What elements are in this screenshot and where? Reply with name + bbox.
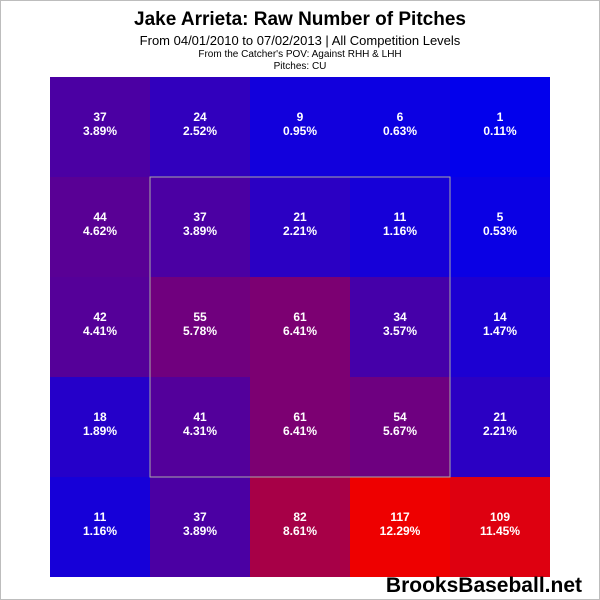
cell-count-label: 82 xyxy=(293,510,307,524)
cell-percent-label: 1.89% xyxy=(83,424,117,438)
heatmap-cell xyxy=(250,477,350,577)
heatmap-cell xyxy=(450,477,550,577)
cell-percent-label: 2.21% xyxy=(283,224,317,238)
cell-count-label: 21 xyxy=(493,410,507,424)
heatmap-cell xyxy=(450,277,550,377)
cell-percent-label: 2.21% xyxy=(483,424,517,438)
heatmap-cell xyxy=(250,77,350,177)
heatmap-cell xyxy=(150,177,250,277)
cell-percent-label: 3.57% xyxy=(383,324,417,338)
cell-count-label: 24 xyxy=(193,110,207,124)
cell-count-label: 109 xyxy=(490,510,510,524)
cell-percent-label: 0.95% xyxy=(283,124,317,138)
heatmap-cell xyxy=(450,77,550,177)
cell-percent-label: 0.63% xyxy=(383,124,417,138)
cell-count-label: 54 xyxy=(393,410,407,424)
cell-percent-label: 4.31% xyxy=(183,424,217,438)
chart-subtitle: From 04/01/2010 to 07/02/2013 | All Comp… xyxy=(139,33,461,48)
cell-count-label: 9 xyxy=(297,110,304,124)
cell-percent-label: 1.16% xyxy=(383,224,417,238)
cell-percent-label: 12.29% xyxy=(380,524,421,538)
cell-count-label: 11 xyxy=(394,210,407,224)
heatmap-cell xyxy=(150,77,250,177)
heatmap-cell xyxy=(350,277,450,377)
heatmap-cell xyxy=(50,177,150,277)
cell-percent-label: 6.41% xyxy=(283,424,317,438)
cell-percent-label: 4.41% xyxy=(83,324,117,338)
cell-count-label: 5 xyxy=(497,210,504,224)
heatmap-cell xyxy=(250,277,350,377)
cell-count-label: 55 xyxy=(193,310,207,324)
heatmap-cell xyxy=(250,177,350,277)
cell-count-label: 11 xyxy=(94,510,107,524)
cell-percent-label: 5.78% xyxy=(183,324,217,338)
heatmap-cell xyxy=(450,377,550,477)
cell-percent-label: 3.89% xyxy=(183,224,217,238)
cell-percent-label: 8.61% xyxy=(283,524,317,538)
cell-count-label: 61 xyxy=(293,410,307,424)
heatmap-cell xyxy=(150,277,250,377)
heatmap-cell xyxy=(350,77,450,177)
cell-percent-label: 1.16% xyxy=(83,524,117,538)
cell-count-label: 61 xyxy=(293,310,307,324)
pov-caption: From the Catcher's POV: Against RHH & LH… xyxy=(198,49,402,60)
cell-percent-label: 3.89% xyxy=(83,124,117,138)
cell-count-label: 14 xyxy=(493,310,507,324)
cell-percent-label: 0.53% xyxy=(483,224,517,238)
cell-count-label: 37 xyxy=(193,210,207,224)
heatmap-cell xyxy=(150,377,250,477)
heatmap-cell xyxy=(350,377,450,477)
cell-percent-label: 4.62% xyxy=(83,224,117,238)
cell-count-label: 6 xyxy=(397,110,404,124)
cell-percent-label: 2.52% xyxy=(183,124,217,138)
cell-count-label: 1 xyxy=(497,110,504,124)
heatmap-cell xyxy=(350,177,450,277)
cell-percent-label: 3.89% xyxy=(183,524,217,538)
cell-count-label: 34 xyxy=(393,310,407,324)
heatmap-cell xyxy=(50,477,150,577)
heatmap-cell xyxy=(150,477,250,577)
cell-count-label: 37 xyxy=(93,110,107,124)
cell-count-label: 37 xyxy=(193,510,207,524)
heatmap-cell xyxy=(50,77,150,177)
pitch-type-caption: Pitches: CU xyxy=(273,61,327,72)
cell-count-label: 21 xyxy=(293,210,307,224)
cell-percent-label: 5.67% xyxy=(383,424,417,438)
cell-percent-label: 0.11% xyxy=(483,124,517,138)
heatmap-cell xyxy=(250,377,350,477)
cell-percent-label: 11.45% xyxy=(480,524,520,538)
cell-percent-label: 6.41% xyxy=(283,324,317,338)
strike-zone-outline xyxy=(149,176,451,478)
cell-count-label: 42 xyxy=(93,310,107,324)
cell-count-label: 44 xyxy=(93,210,107,224)
chart-title: Jake Arrieta: Raw Number of Pitches xyxy=(134,9,466,30)
heatmap-cell xyxy=(450,177,550,277)
cell-count-label: 117 xyxy=(390,510,410,524)
cell-count-label: 41 xyxy=(193,410,207,424)
heatmap-cell xyxy=(50,277,150,377)
cell-count-label: 18 xyxy=(93,410,107,424)
heatmap-cell xyxy=(50,377,150,477)
brooksbaseball-watermark: BrooksBaseball.net xyxy=(385,574,582,597)
heatmap-cell xyxy=(350,477,450,577)
cell-percent-label: 1.47% xyxy=(483,324,517,338)
